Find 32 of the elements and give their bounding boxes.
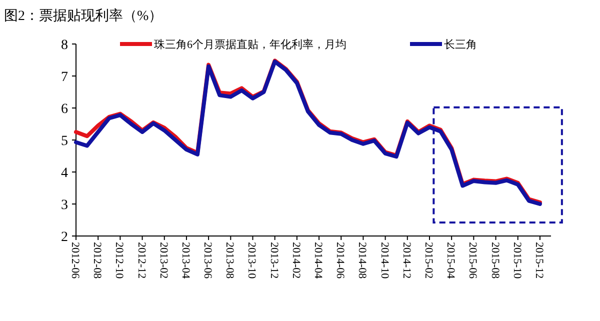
x-tick-label: 2013-04 xyxy=(179,242,192,280)
y-tick-label: 3 xyxy=(61,198,68,213)
x-tick-label: 2013-10 xyxy=(246,242,258,280)
x-tick-label: 2012-10 xyxy=(113,242,126,280)
x-tick-label: 2015-08 xyxy=(488,242,501,280)
x-tick-label: 2015-06 xyxy=(466,242,479,280)
x-tick-label: 2013-08 xyxy=(224,242,236,280)
x-tick-label: 2014-06 xyxy=(334,242,346,280)
x-tick-label: 2012-08 xyxy=(91,242,104,280)
x-tick-label: 2013-12 xyxy=(268,242,280,279)
x-tick-label: 2014-10 xyxy=(378,242,390,280)
x-tick-label: 2014-02 xyxy=(290,242,302,279)
x-tick-label: 2012-12 xyxy=(135,242,148,279)
y-tick-label: 2 xyxy=(61,230,68,245)
x-tick-label: 2015-04 xyxy=(444,242,457,280)
x-tick-label: 2012-06 xyxy=(69,242,81,280)
y-tick-label: 6 xyxy=(61,102,68,117)
x-tick-label: 2014-08 xyxy=(356,242,368,280)
y-tick-label: 4 xyxy=(61,166,68,181)
x-tick-label: 2015-12 xyxy=(532,242,545,279)
legend-label: 珠三角6个月票据直贴，年化利率，月均 xyxy=(154,38,346,51)
x-tick-label: 2013-02 xyxy=(157,242,170,279)
y-tick-label: 8 xyxy=(61,38,68,53)
y-tick-label: 5 xyxy=(61,134,68,149)
x-tick-label: 2014-04 xyxy=(312,242,324,280)
y-tick-label: 7 xyxy=(61,70,68,85)
x-tick-label: 2015-10 xyxy=(510,242,523,280)
legend-label: 长三角 xyxy=(444,38,477,51)
x-tick-label: 2014-12 xyxy=(400,242,412,279)
title: 图2：票据贴现利率（%） xyxy=(4,9,163,24)
x-tick-label: 2015-02 xyxy=(422,242,434,279)
x-tick-label: 2013-06 xyxy=(202,242,214,280)
